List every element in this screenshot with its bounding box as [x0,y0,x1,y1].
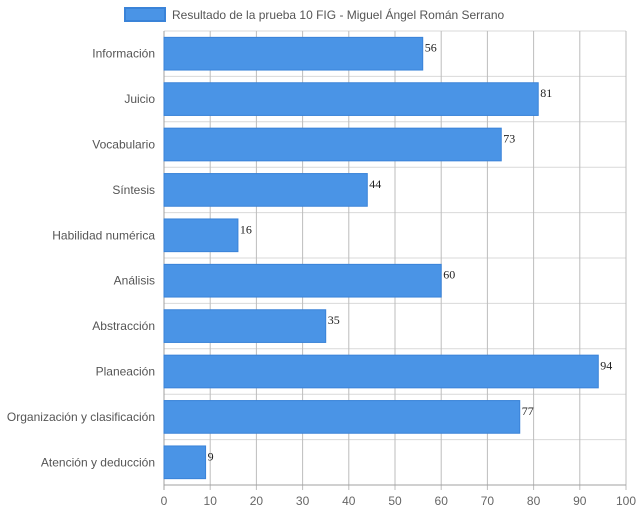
category-label: Juicio [124,92,155,106]
category-label: Planeación [96,365,155,379]
bar [163,127,502,162]
x-tick-label: 60 [435,494,449,508]
bar [163,218,239,253]
x-tick-label: 50 [388,494,402,508]
bar [163,445,207,480]
data-label: 81 [540,86,552,100]
category-label: Información [92,47,155,61]
bars [163,36,599,480]
bar [163,36,424,71]
legend-swatch [124,7,166,22]
bar [163,354,599,389]
category-label: Atención y deducción [41,455,155,469]
data-label: 35 [328,313,340,327]
data-label: 60 [443,268,455,282]
category-label: Vocabulario [92,138,155,152]
category-label: Organización y clasificación [7,410,155,424]
x-tick-label: 70 [481,494,495,508]
x-tick-label: 10 [204,494,218,508]
bar [163,309,327,343]
data-label: 77 [522,404,534,418]
x-tick-label: 100 [616,494,636,508]
data-label: 44 [369,177,381,191]
data-label: 56 [425,41,437,55]
x-axis-ticks: 0 10 20 30 40 50 60 70 80 90 100 [161,494,637,508]
x-tick-label: 40 [342,494,356,508]
bar [163,400,521,434]
legend-label: Resultado de la prueba 10 FIG - Miguel Á… [172,7,505,22]
data-label: 16 [240,222,252,236]
data-label: 9 [208,449,214,463]
category-label: Habilidad numérica [52,228,155,242]
data-labels: 56 81 73 44 16 60 35 94 77 9 [208,41,613,464]
legend: Resultado de la prueba 10 FIG - Miguel Á… [124,7,505,22]
bar [163,173,368,207]
x-tick-label: 80 [527,494,541,508]
category-labels: Información Juicio Vocabulario Síntesis Habi… [7,47,155,470]
category-label: Síntesis [112,183,155,197]
x-tick-label: 90 [573,494,587,508]
data-label: 94 [600,359,612,373]
data-label: 73 [503,132,515,146]
x-tick-label: 20 [250,494,264,508]
x-tick-label: 0 [161,494,168,508]
category-label: Abstracción [92,319,155,333]
category-label: Análisis [114,274,155,288]
x-tick-label: 30 [296,494,310,508]
bar [163,82,539,116]
bar [163,263,442,298]
